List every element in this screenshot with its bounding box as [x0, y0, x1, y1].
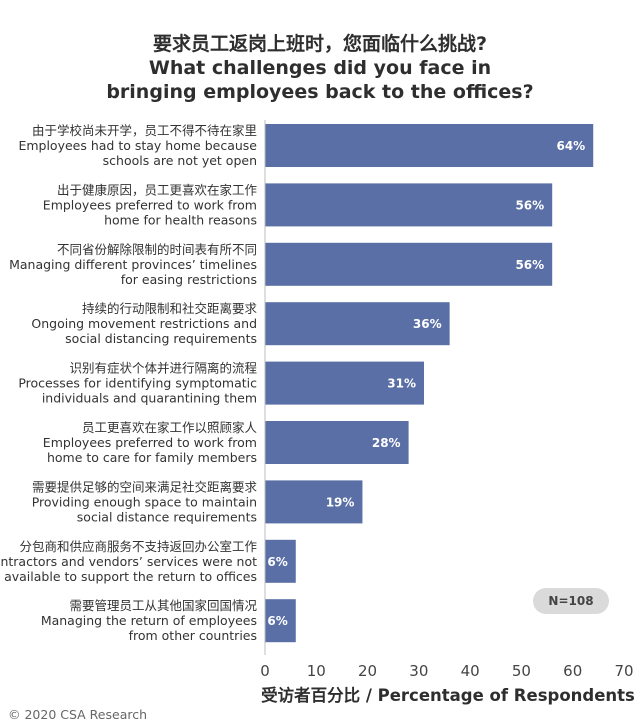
x-axis: 0 10 20 30 40 50 60 70 — [260, 120, 634, 680]
x-tick-label: 60 — [563, 662, 582, 680]
category-label: from other countries — [129, 628, 257, 643]
category-label: home to care for family members — [47, 450, 257, 465]
category-label: 员工更喜欢在家工作以照顾家人 — [82, 420, 258, 435]
bar-value-label: 6% — [267, 614, 287, 628]
x-tick-label: 30 — [409, 662, 428, 680]
x-axis-label: 受访者百分比 / Percentage of Respondents — [261, 685, 635, 705]
bar-value-label: 56% — [515, 258, 544, 272]
category-label: Employees had to stay home because — [18, 138, 257, 153]
category-label: Subcontractors and vendors’ services wer… — [0, 554, 257, 569]
category-label: Providing enough space to maintain — [32, 494, 257, 509]
category-label: 识别有症状个体并进行隔离的流程 — [69, 361, 257, 376]
bar-value-label: 64% — [556, 139, 585, 153]
category-label: home for health reasons — [104, 212, 257, 227]
bar-value-label: 36% — [413, 317, 442, 331]
bar — [265, 242, 553, 286]
chart-title-line: bringing employees back to the offices? — [106, 81, 533, 103]
chart-title: 要求员工返岗上班时，您面临什么挑战?What challenges did yo… — [106, 32, 533, 103]
x-tick-label: 40 — [461, 662, 480, 680]
category-label: Employees preferred to work from — [43, 197, 257, 212]
bar — [265, 361, 424, 405]
category-label: social distancing requirements — [65, 331, 257, 346]
category-label: Ongoing movement restrictions and — [31, 316, 257, 331]
category-label: schools are not yet open — [103, 153, 257, 168]
x-tick-label: 0 — [260, 662, 270, 680]
chart-title-line: 要求员工返岗上班时，您面临什么挑战? — [153, 32, 487, 55]
copyright-credit: © 2020 CSA Research — [8, 707, 147, 722]
category-label: individuals and quarantining them — [42, 391, 257, 406]
bar — [265, 183, 553, 227]
bar — [265, 539, 296, 583]
category-label: for easing restrictions — [121, 272, 257, 287]
bar — [265, 421, 409, 464]
category-label: 持续的行动限制和社交距离要求 — [82, 301, 258, 316]
category-label: 不同省份解除限制的时间表有所不同 — [57, 242, 257, 257]
x-tick-label: 20 — [358, 662, 377, 680]
bar-value-label: 31% — [387, 377, 416, 391]
bar — [265, 302, 450, 346]
x-tick-label: 50 — [512, 662, 531, 680]
category-label: 出于健康原因，员工更喜欢在家工作 — [57, 182, 258, 197]
category-label: 需要提供足够的空间来满足社交距离要求 — [32, 479, 258, 494]
x-tick-label: 10 — [307, 662, 326, 680]
chart-title-line: What challenges did you face in — [149, 57, 491, 79]
category-label: 由于学校尚未开学，员工不得不待在家里 — [32, 123, 257, 138]
x-tick-label: 70 — [614, 662, 633, 680]
bar-value-label: 56% — [515, 198, 544, 212]
sample-size-label: N=108 — [548, 594, 593, 608]
category-label: Managing the return of employees — [41, 613, 257, 628]
category-label: social distance requirements — [77, 509, 257, 524]
bar-value-label: 19% — [326, 495, 355, 509]
category-label: available to support the return to offic… — [4, 569, 257, 584]
category-label: Processes for identifying symptomatic — [18, 376, 257, 391]
bar-value-label: 28% — [372, 436, 401, 450]
bar — [265, 124, 594, 167]
category-label: 分包商和供应商服务不支持返回办公室工作 — [19, 539, 257, 554]
bar — [265, 599, 296, 643]
bar-value-label: 6% — [267, 555, 287, 569]
category-label: 需要管理员工从其他国家回国情况 — [69, 598, 257, 613]
bar — [265, 480, 363, 524]
category-label: Employees preferred to work from — [43, 435, 257, 450]
sample-size-badge: N=108 — [533, 588, 609, 614]
category-label: Managing different provinces’ timelines — [9, 257, 257, 272]
